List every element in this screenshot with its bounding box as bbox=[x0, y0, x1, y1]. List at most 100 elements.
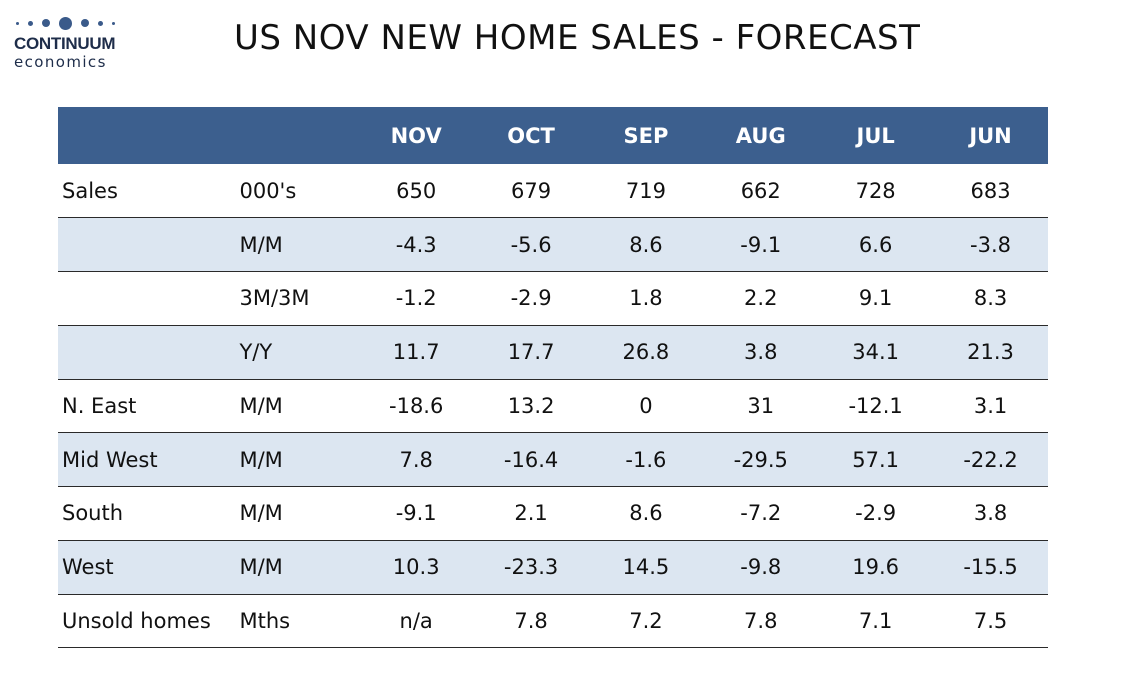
table-row: Unsold homes Mths n/a 7.8 7.2 7.8 7.1 7.5 bbox=[58, 594, 1048, 648]
row-unit: M/M bbox=[239, 447, 283, 472]
table-cell: 7.1 bbox=[858, 608, 893, 633]
table-cell: 0 bbox=[639, 393, 653, 418]
row-unit: M/M bbox=[239, 501, 283, 526]
table-cell: 8.6 bbox=[629, 501, 663, 526]
column-header-aug: AUG bbox=[735, 123, 786, 148]
column-header-jun: JUN bbox=[969, 123, 1012, 148]
row-label: Unsold homes bbox=[62, 608, 211, 633]
header-row: NOV OCT SEP AUG JUL JUN bbox=[58, 107, 1048, 164]
row-label: N. East bbox=[62, 393, 137, 418]
table-cell: -16.4 bbox=[503, 447, 559, 472]
table-cell: 7.8 bbox=[399, 447, 433, 472]
table-cell: -9.1 bbox=[395, 501, 437, 526]
row-label bbox=[58, 272, 235, 326]
logo-dot bbox=[28, 20, 33, 26]
table-cell: 3.8 bbox=[744, 340, 778, 365]
table-cell: 13.2 bbox=[507, 393, 555, 418]
table-cell: 6.6 bbox=[858, 232, 893, 257]
table-cell: 719 bbox=[625, 178, 666, 203]
logo-dot bbox=[112, 21, 115, 25]
table-cell: -9.1 bbox=[740, 232, 782, 257]
table-cell: 57.1 bbox=[852, 447, 900, 472]
table-cell: -2.9 bbox=[855, 501, 897, 526]
logo-dot bbox=[42, 19, 50, 27]
table-cell: -15.5 bbox=[963, 555, 1018, 580]
table-cell: 7.2 bbox=[629, 608, 663, 633]
row-unit: Y/Y bbox=[239, 340, 273, 365]
table-cell: 7.5 bbox=[973, 608, 1008, 633]
row-label: Mid West bbox=[62, 447, 158, 472]
table-cell: 662 bbox=[740, 178, 781, 203]
table-body: Sales 000's 650 679 719 662 728 683 M/M -4.3 -5.6 8… bbox=[58, 164, 1048, 648]
header-blank bbox=[235, 107, 358, 164]
row-unit: 3M/3M bbox=[239, 286, 310, 311]
table-cell: 1.8 bbox=[629, 286, 663, 311]
table-row: West M/M 10.3 -23.3 14.5 -9.8 19.6 -15.5 bbox=[58, 540, 1048, 594]
table-cell: 10.3 bbox=[392, 555, 440, 580]
table-cell: 9.1 bbox=[858, 286, 893, 311]
column-header-sep: SEP bbox=[623, 123, 669, 148]
table-row: N. East M/M -18.6 13.2 0 31 -12.1 3.1 bbox=[58, 379, 1048, 433]
table-cell: -18.6 bbox=[389, 393, 444, 418]
logo-dot bbox=[98, 20, 103, 26]
table-cell: -1.2 bbox=[395, 286, 437, 311]
table-cell: -23.3 bbox=[503, 555, 559, 580]
row-unit: M/M bbox=[239, 393, 283, 418]
row-unit: 000's bbox=[239, 178, 297, 203]
logo-brand: CONTINUUM bbox=[14, 34, 116, 53]
table-cell: 650 bbox=[396, 178, 437, 203]
logo: CONTINUUM economics bbox=[14, 14, 144, 71]
column-header-nov: NOV bbox=[390, 123, 442, 148]
table-cell: -3.8 bbox=[970, 232, 1012, 257]
table-cell: -12.1 bbox=[848, 393, 903, 418]
logo-dot bbox=[59, 16, 72, 30]
table-cell: 21.3 bbox=[967, 340, 1014, 365]
table-cell: 728 bbox=[855, 178, 896, 203]
header-blank bbox=[58, 107, 235, 164]
table-cell: 19.6 bbox=[852, 555, 900, 580]
table-cell: 3.1 bbox=[973, 393, 1008, 418]
table-row: M/M -4.3 -5.6 8.6 -9.1 6.6 -3.8 bbox=[58, 217, 1048, 272]
logo-sub: economics bbox=[14, 53, 107, 71]
row-unit: M/M bbox=[239, 232, 283, 257]
table-row: Y/Y 11.7 17.7 26.8 3.8 34.1 21.3 bbox=[58, 325, 1048, 379]
table-cell: n/a bbox=[399, 608, 433, 633]
table-cell: 2.1 bbox=[514, 501, 548, 526]
column-header-oct: OCT bbox=[507, 123, 555, 148]
table-cell: 683 bbox=[970, 178, 1011, 203]
table-cell: -2.9 bbox=[510, 286, 552, 311]
logo-dots bbox=[16, 14, 144, 32]
table-cell: -22.2 bbox=[963, 447, 1018, 472]
table-cell: 8.3 bbox=[973, 286, 1008, 311]
table-cell: 17.7 bbox=[507, 340, 555, 365]
logo-dot bbox=[81, 19, 89, 27]
page-title: US NOV NEW HOME SALES - FORECAST bbox=[234, 18, 921, 58]
table-cell: -5.6 bbox=[510, 232, 552, 257]
table-cell: -4.3 bbox=[395, 232, 437, 257]
table-row: South M/M -9.1 2.1 8.6 -7.2 -2.9 3.8 bbox=[58, 487, 1048, 541]
table-cell: -9.8 bbox=[740, 555, 782, 580]
table-cell: 8.6 bbox=[629, 232, 663, 257]
row-label: South bbox=[62, 501, 124, 526]
table-row: Mid West M/M 7.8 -16.4 -1.6 -29.5 57.1 -22.2 bbox=[58, 432, 1048, 487]
table-cell: 26.8 bbox=[622, 340, 670, 365]
table-row: 3M/3M -1.2 -2.9 1.8 2.2 9.1 8.3 bbox=[58, 272, 1048, 326]
row-label: West bbox=[62, 555, 114, 580]
table-cell: 7.8 bbox=[744, 608, 778, 633]
table-cell: 34.1 bbox=[852, 340, 900, 365]
table-row: Sales 000's 650 679 719 662 728 683 bbox=[58, 164, 1048, 218]
data-table: NOV OCT SEP AUG JUL JUN Sales 000's 650 679 719 66… bbox=[58, 107, 1048, 648]
table-cell: -7.2 bbox=[740, 501, 782, 526]
row-unit: Mths bbox=[239, 608, 291, 633]
row-label: Sales bbox=[62, 178, 118, 203]
logo-dot bbox=[16, 21, 19, 25]
table-cell: -29.5 bbox=[733, 447, 788, 472]
row-label bbox=[58, 218, 235, 272]
table-cell: 31 bbox=[747, 393, 775, 418]
table-cell: 3.8 bbox=[973, 501, 1008, 526]
row-unit: M/M bbox=[239, 555, 283, 580]
row-label bbox=[58, 325, 235, 379]
table-cell: 7.8 bbox=[514, 608, 548, 633]
table-cell: 14.5 bbox=[622, 555, 670, 580]
table-cell: 11.7 bbox=[392, 340, 440, 365]
